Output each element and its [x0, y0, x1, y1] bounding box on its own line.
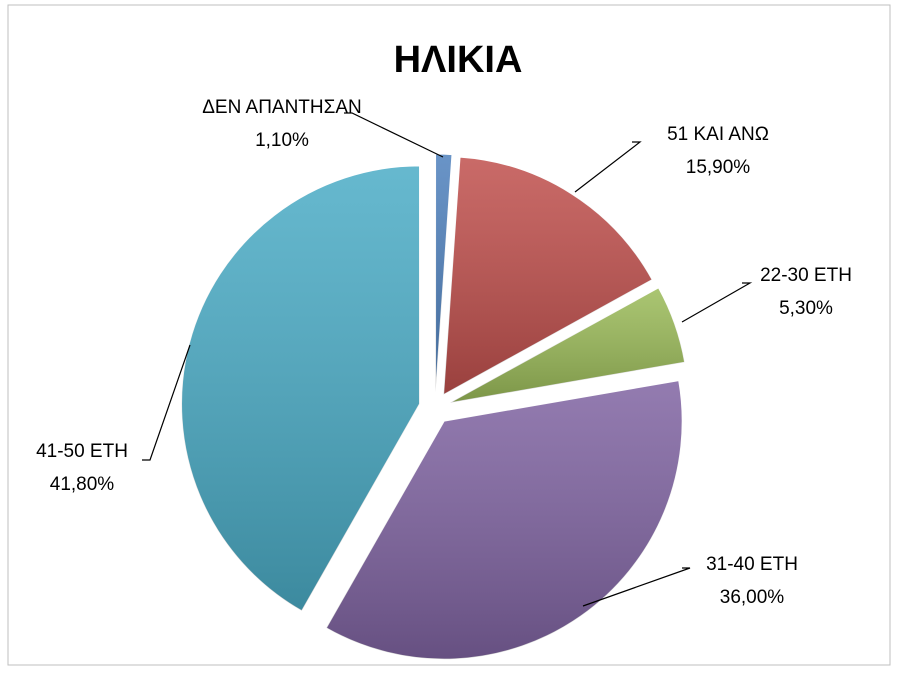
slice-value-label: 5,30%: [779, 298, 833, 319]
leader-line: [582, 567, 691, 607]
slice-value-label: 36,00%: [720, 587, 785, 608]
slice-value-label: 15,90%: [686, 157, 751, 178]
slice-category: 41-50 ΕΤΗ: [36, 441, 128, 462]
pie: [181, 153, 686, 660]
slice-category: ΔΕΝ ΑΠΑΝΤΗΣΑΝ: [202, 97, 362, 118]
slice-shade: [450, 287, 685, 403]
leader-line: [681, 282, 753, 323]
leader-line: [142, 344, 191, 461]
chart-title: ΗΛΙΚΙΑ: [394, 39, 523, 81]
slice-shade: [181, 165, 420, 611]
leader-line: [344, 112, 444, 158]
slice-category: 51 ΚΑΙ ΑΝΩ: [667, 124, 769, 145]
leader-line: [574, 141, 642, 193]
slice-category: 22-30 ΕΤΗ: [760, 265, 852, 286]
slice-category: 31-40 ΕΤΗ: [706, 554, 798, 575]
slice-value-label: 1,10%: [255, 130, 309, 151]
slice-value-label: 41,80%: [50, 474, 115, 495]
slice-shade: [443, 157, 653, 395]
slice-shade: [435, 154, 452, 393]
slice-shade: [326, 380, 683, 660]
